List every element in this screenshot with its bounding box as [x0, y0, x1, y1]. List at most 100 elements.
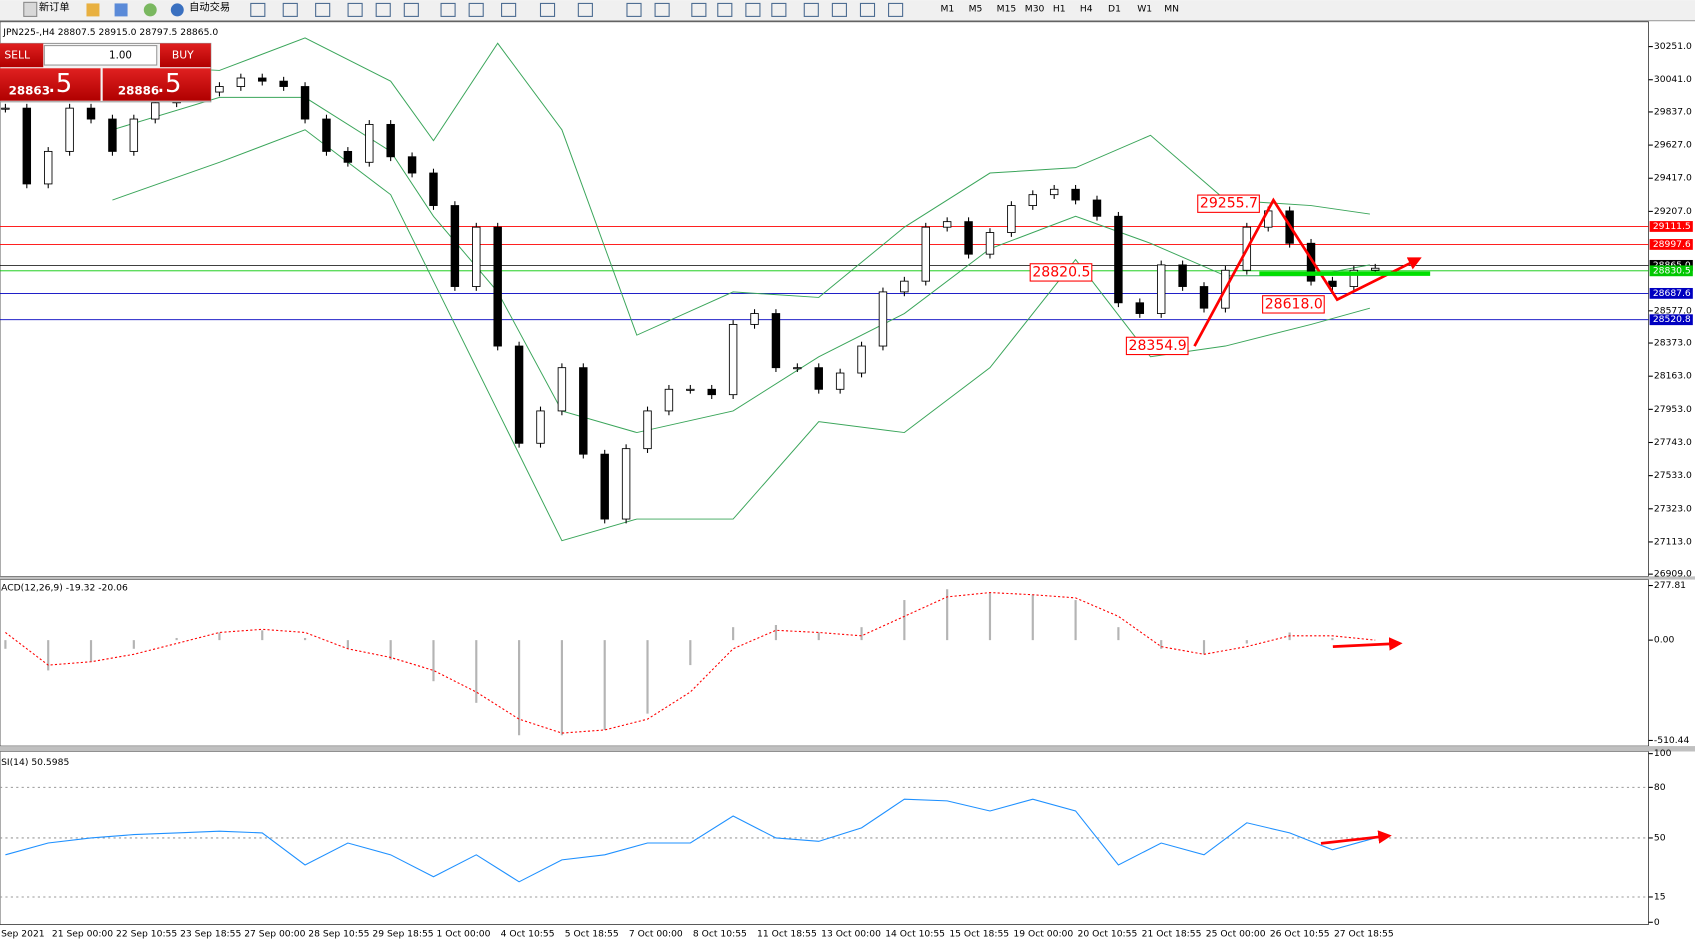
tool-icon[interactable]	[717, 2, 733, 17]
timeframe-button[interactable]: MN	[1164, 3, 1179, 14]
y-tick-label: 27533.0	[1654, 470, 1692, 481]
timeframe-button[interactable]: M5	[969, 3, 983, 14]
tool-icon[interactable]	[859, 2, 876, 17]
date-label: 21 Sep 00:00	[52, 929, 113, 940]
tool-icon[interactable]	[803, 2, 819, 17]
candle	[108, 118, 117, 152]
ask-frac[interactable]: .5	[157, 69, 182, 99]
buy-button[interactable]	[159, 43, 211, 68]
price-level-tag	[1649, 239, 1693, 250]
candle	[258, 77, 267, 82]
timeframe-button[interactable]: H4	[1080, 3, 1093, 14]
price-level-tag	[1649, 287, 1693, 299]
date-label: 19 Oct 00:00	[1013, 929, 1073, 940]
y-tick-label: 27953.0	[1654, 404, 1692, 415]
date-label: 5 Oct 18:55	[565, 929, 619, 940]
macd-panel	[0, 579, 1649, 747]
annotation: 29255.7	[1200, 196, 1258, 212]
bid-frac[interactable]: .5	[48, 69, 73, 99]
candle	[921, 226, 930, 282]
tool-icon[interactable]	[888, 2, 904, 17]
bollinger-band	[112, 37, 1370, 336]
timeframe-button[interactable]: D1	[1108, 3, 1121, 14]
tool-icon[interactable]	[831, 2, 847, 17]
candle	[322, 118, 331, 152]
candle	[86, 107, 96, 120]
y-tick-label: 0	[1654, 917, 1660, 928]
candle	[1135, 302, 1145, 314]
date-label: Sep 2021	[1, 929, 45, 940]
splitter	[0, 576, 1695, 580]
candle	[686, 388, 695, 391]
date-label: 22 Sep 10:55	[116, 929, 177, 940]
one-click-trading: SELL 1.00 BUY 28863 .5 28886 .5	[0, 42, 212, 103]
price-level-label: 28520.8	[1653, 314, 1691, 325]
tool-icon[interactable]	[539, 2, 556, 17]
tool-icon[interactable]	[375, 2, 391, 17]
tool-icon[interactable]	[440, 2, 456, 17]
timeframe-button[interactable]: H1	[1053, 3, 1066, 14]
tool-icon[interactable]	[468, 2, 484, 17]
candle	[557, 367, 567, 412]
tool-icon[interactable]	[654, 2, 670, 17]
candle	[279, 80, 288, 87]
candle	[1049, 188, 1059, 196]
timeframe-button[interactable]: W1	[1137, 3, 1152, 14]
annotation-box	[1197, 194, 1260, 213]
ask-box[interactable]	[102, 68, 211, 101]
icon[interactable]	[114, 3, 128, 17]
candle	[793, 367, 802, 370]
bid-main[interactable]: 28863	[9, 83, 50, 97]
time-axis: Sep 2021 21 Sep 00:00 22 Sep 10:55 23 Sep 1…	[1, 929, 1394, 940]
icon[interactable]	[170, 3, 184, 17]
timeframe-button[interactable]: M15	[997, 3, 1017, 14]
splitter	[0, 746, 1695, 752]
ask-main[interactable]: 28886	[118, 83, 159, 97]
timeframe-button[interactable]: M1	[940, 3, 954, 14]
new-order[interactable]: 新订单	[39, 1, 70, 14]
candle	[1306, 242, 1316, 282]
candle	[900, 280, 909, 293]
tool-icon[interactable]	[282, 2, 298, 17]
candle	[600, 453, 609, 520]
lot[interactable]: 1.00	[109, 49, 132, 61]
price-level-tag	[1649, 221, 1693, 232]
toolbar	[0, 0, 1695, 21]
candle	[343, 150, 353, 163]
tool-icon[interactable]	[626, 2, 642, 17]
candle	[835, 372, 845, 390]
lot-input[interactable]	[43, 45, 158, 66]
candle	[514, 345, 524, 444]
candle	[707, 388, 716, 396]
tool-icon[interactable]	[403, 2, 419, 17]
tool-icon[interactable]	[501, 2, 517, 17]
buy-label[interactable]: BUY	[172, 48, 194, 61]
tool-icon[interactable]	[250, 2, 266, 17]
toolbar-icons: M1 M5 M15 M30 H1 H4 D1 W1 MN	[250, 2, 1179, 17]
sell-button[interactable]	[0, 43, 44, 68]
timeframe-button[interactable]: M30	[1025, 3, 1045, 14]
price-level-label: 28687.6	[1653, 288, 1691, 299]
candle	[22, 107, 32, 185]
icon[interactable]	[143, 3, 157, 17]
tool-icon[interactable]	[745, 2, 761, 17]
sell-label[interactable]: SELL	[4, 48, 30, 61]
icon[interactable]	[86, 3, 100, 17]
candle	[386, 123, 395, 158]
macd-chart: ACD(12,26,9) -19.32 -20.06 277.81 0.00 -510…	[1, 580, 1689, 746]
tool-icon[interactable]	[771, 2, 787, 17]
auto-trading[interactable]: 自动交易	[189, 1, 230, 14]
icon[interactable]	[23, 1, 38, 17]
tool-icon[interactable]	[347, 2, 363, 17]
tool-icon[interactable]	[315, 2, 331, 17]
tool-icon[interactable]	[691, 2, 707, 17]
candle	[857, 345, 866, 374]
y-tick-label: 27743.0	[1654, 437, 1692, 448]
bid-box[interactable]	[0, 68, 101, 101]
tool-icon[interactable]	[577, 2, 593, 17]
indicator-title: ACD(12,26,9) -19.32 -20.06	[1, 583, 128, 594]
y-tick-label: 29837.0	[1654, 106, 1692, 117]
candle	[450, 205, 460, 287]
annotation: 28354.9	[1129, 338, 1187, 354]
